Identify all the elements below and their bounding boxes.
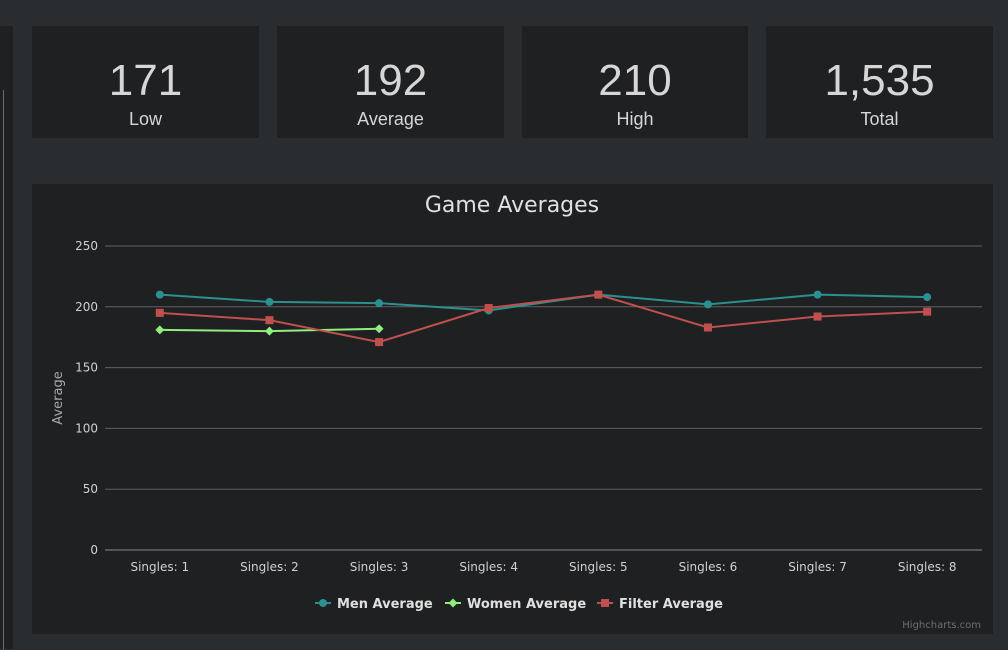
y-tick-label: 0	[90, 543, 98, 557]
filter-average-series	[155, 290, 932, 347]
stat-value-average: 192	[353, 56, 428, 105]
y-tick-label: 200	[75, 300, 98, 314]
men-average-line	[159, 293, 928, 312]
legend-label: Filter Average	[619, 597, 723, 612]
stat-card-low: 171 Low	[32, 26, 259, 138]
filter-average-point[interactable]	[703, 323, 712, 332]
stat-card-total: 1,535 Total	[766, 26, 993, 138]
left-panel	[0, 26, 13, 650]
stat-value-high: 210	[598, 56, 672, 105]
legend-label: Men Average	[337, 597, 433, 612]
legend-swatch-marker	[601, 599, 609, 607]
filter-average-point[interactable]	[484, 304, 493, 313]
y-tick-label: 150	[75, 361, 98, 375]
y-axis-title: Average	[51, 371, 66, 424]
y-tick-label: 100	[75, 421, 98, 435]
x-tick-label: Singles: 7	[788, 560, 847, 574]
legend-item-men-average[interactable]: Men Average	[315, 597, 433, 612]
women-average-point[interactable]	[374, 324, 384, 334]
left-panel-divider	[3, 90, 4, 650]
x-tick-label: Singles: 2	[240, 560, 299, 574]
stat-card-high: 210 High	[522, 26, 748, 138]
men-average-point[interactable]	[375, 299, 384, 308]
game-averages-chart: Game Averages Average Highcharts.com 0 50…	[51, 193, 982, 631]
stat-label-average: Average	[357, 109, 424, 129]
filter-average-line	[159, 293, 928, 344]
filter-average-point[interactable]	[265, 316, 274, 325]
x-tick-label: Singles: 6	[679, 560, 738, 574]
stat-label-total: Total	[860, 109, 899, 129]
legend-item-women-average[interactable]: Women Average	[445, 597, 586, 612]
women-average-point[interactable]	[264, 326, 274, 336]
stat-card-average: 192 Average	[277, 26, 504, 138]
chart-title: Game Averages	[425, 193, 599, 218]
legend-swatch-marker	[319, 599, 327, 607]
filter-average-point[interactable]	[813, 312, 822, 321]
x-tick-label: Singles: 5	[569, 560, 628, 574]
x-tick-label: Singles: 3	[350, 560, 409, 574]
legend-label: Women Average	[467, 597, 586, 612]
stat-value-low: 171	[108, 56, 183, 105]
chart-card: Game Averages Average Highcharts.com 0 50…	[32, 184, 993, 634]
men-average-series	[155, 290, 932, 315]
x-tick-label: Singles: 8	[898, 560, 957, 574]
chart-credits[interactable]: Highcharts.com	[902, 620, 981, 631]
men-average-point[interactable]	[813, 290, 822, 299]
y-tick-label: 50	[83, 482, 98, 496]
men-average-point[interactable]	[265, 297, 274, 306]
stat-label-low: Low	[128, 109, 163, 129]
filter-average-point[interactable]	[923, 307, 932, 316]
stat-value-total: 1,535	[824, 56, 935, 105]
legend-item-filter-average[interactable]: Filter Average	[597, 597, 723, 612]
men-average-point[interactable]	[923, 293, 932, 302]
filter-average-point[interactable]	[375, 338, 384, 347]
filter-average-point[interactable]	[594, 290, 603, 299]
filter-average-point[interactable]	[155, 308, 164, 317]
men-average-point[interactable]	[703, 300, 712, 309]
x-tick-label: Singles: 4	[459, 560, 518, 574]
y-tick-label: 250	[75, 239, 98, 253]
x-tick-label: Singles: 1	[130, 560, 189, 574]
stat-label-high: High	[616, 109, 654, 129]
women-average-point[interactable]	[155, 325, 165, 335]
women-average-series	[155, 324, 384, 336]
men-average-point[interactable]	[155, 290, 164, 299]
legend-swatch-marker	[448, 598, 458, 608]
